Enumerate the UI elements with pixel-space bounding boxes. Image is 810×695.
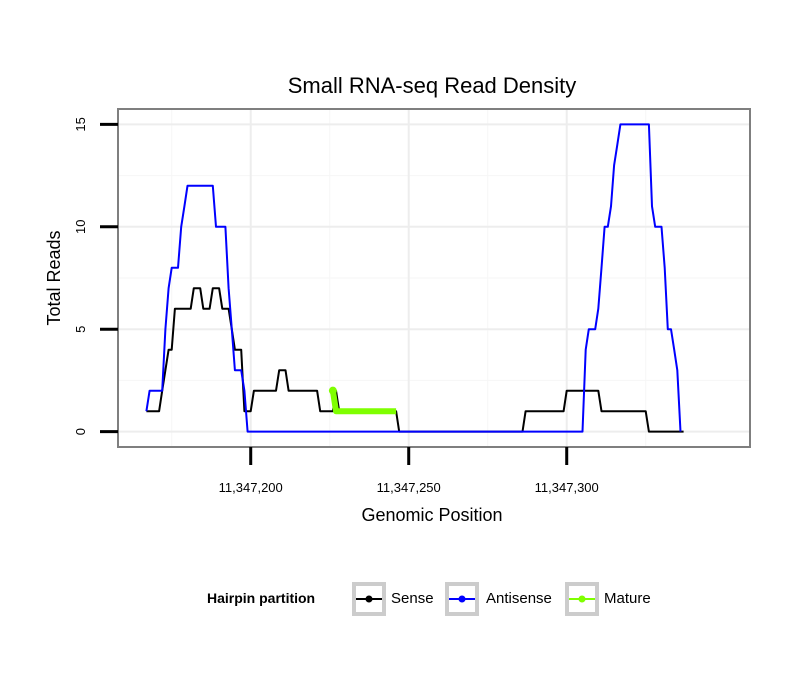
y-tick-label: 10 [73, 220, 88, 234]
legend: Hairpin partition Sense Antisense Mature [207, 582, 651, 616]
x-tick-label: 11,347,200 [219, 480, 283, 495]
series-line-mature [329, 390, 397, 415]
legend-key-point-sense [365, 595, 373, 603]
legend-title: Hairpin partition [207, 590, 315, 606]
x-axis-title: Genomic Position [361, 505, 502, 525]
y-tick-label: 5 [73, 326, 88, 333]
legend-key-box-antisense [445, 582, 479, 616]
mature-peak-point [328, 386, 337, 395]
panel-border [117, 108, 751, 448]
legend-label-sense: Sense [391, 590, 434, 607]
series-line-antisense [145, 123, 682, 433]
legend-label-mature: Mature [604, 590, 651, 607]
series-line-sense [146, 287, 684, 433]
x-tick-label: 11,347,300 [535, 480, 599, 495]
x-tick-label: 11,347,250 [377, 480, 441, 495]
legend-label-antisense: Antisense [486, 590, 552, 607]
axis-layer: 0 5 10 15 11,347,200 11,347,250 11,347,300 [73, 117, 599, 495]
legend-item-sense: Sense [352, 582, 434, 616]
y-tick-label: 0 [73, 428, 88, 435]
legend-key-box-mature [565, 582, 599, 616]
legend-key-point-antisense [458, 595, 466, 603]
y-axis-title: Total Reads [44, 230, 64, 325]
y-tick-label: 15 [73, 117, 88, 131]
legend-key-box-sense [352, 582, 386, 616]
legend-key-point-mature [578, 595, 586, 603]
series-layer [145, 123, 684, 433]
chart-title: Small RNA-seq Read Density [288, 73, 577, 98]
legend-item-antisense: Antisense [445, 582, 552, 616]
legend-item-mature: Mature [565, 582, 651, 616]
grid-layer [118, 109, 750, 447]
